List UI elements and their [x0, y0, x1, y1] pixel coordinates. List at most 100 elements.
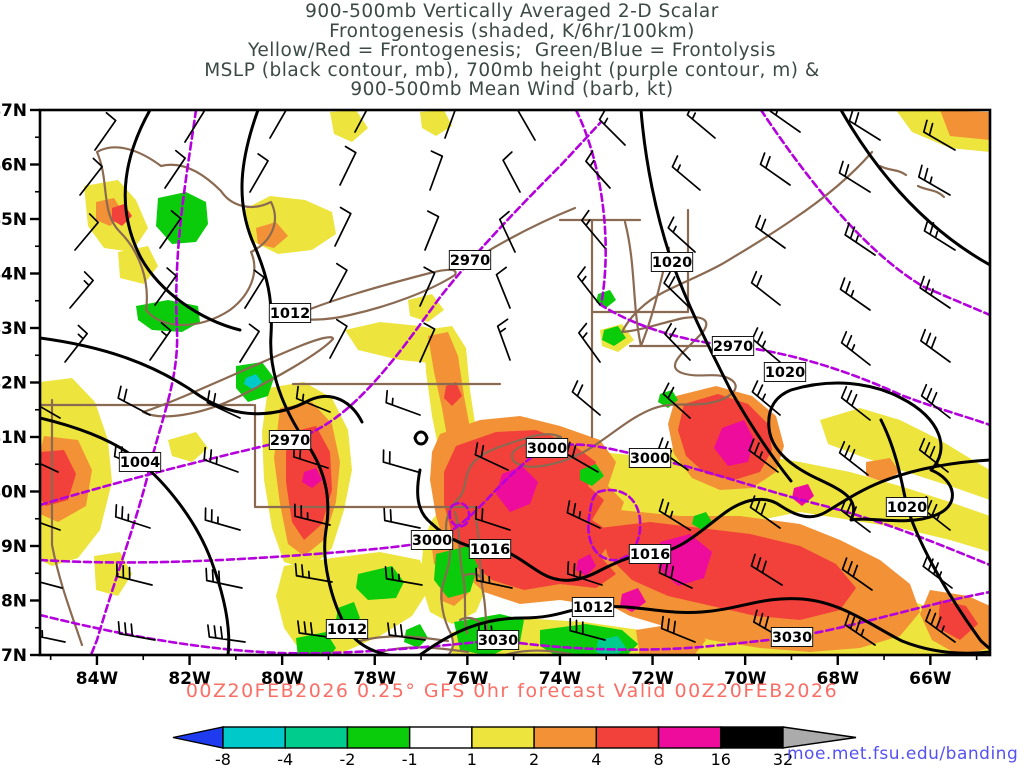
wind-barb: [244, 269, 265, 309]
watermark-link[interactable]: moe.met.fsu.edu/banding: [787, 744, 1019, 764]
colorbar-segment: [471, 726, 535, 749]
wind-barb: [750, 270, 781, 306]
colorbar-segment: [346, 726, 411, 749]
contour-label-box: [325, 619, 369, 639]
shading-patch: [330, 110, 368, 142]
mslp-contour: [639, 110, 793, 483]
wind-barb: [429, 150, 444, 191]
contour-label: 1012: [327, 622, 367, 638]
wind-barb: [249, 153, 269, 193]
mslp-contour: [123, 110, 242, 332]
shading-patch: [866, 458, 900, 482]
wind-barb: [920, 328, 951, 363]
height-contour: [40, 120, 603, 507]
contour-label-box: [468, 539, 512, 559]
wind-barb: [660, 615, 696, 643]
contour-label: 2970: [713, 339, 753, 355]
shading-patch: [156, 192, 208, 244]
wind-barb: [382, 449, 419, 473]
colorbar-tick-label: -1: [402, 750, 418, 768]
contour-label: 3030: [772, 630, 812, 646]
wind-barb: [329, 262, 348, 303]
contour-label-box: [476, 630, 520, 650]
colorbar-tick-label: 16: [711, 750, 731, 768]
wind-barb: [581, 209, 606, 249]
title-line-2: Frontogenesis (shaded, K/6hr/100km): [329, 20, 695, 42]
wind-barb: [598, 110, 626, 146]
lon-axis-label: 74W: [539, 669, 582, 689]
lat-axis-label: 37N: [0, 646, 27, 666]
colorbar: -8 -4 -2 -1 1 2 4 8 16 32: [172, 726, 857, 768]
wind-barb: [206, 390, 241, 419]
wind-barb: [841, 557, 873, 591]
wind-barb: [154, 267, 178, 306]
shading-patch: [404, 624, 428, 648]
wind-barb: [387, 622, 426, 641]
shading-patch: [243, 196, 336, 254]
wind-barb: [577, 322, 601, 363]
mslp-contour: [40, 416, 231, 655]
lon-axis-label: 78W: [354, 669, 397, 689]
height-contour: [759, 110, 990, 317]
wind-barb: [918, 437, 949, 473]
lat-axis-label: 40N: [0, 483, 27, 503]
lon-axis-label: 84W: [76, 669, 119, 689]
wind-barb: [383, 507, 421, 529]
wind-barb: [424, 210, 440, 251]
lon-axis-label: 76W: [446, 669, 489, 689]
geography-outline: [141, 336, 335, 418]
wind-barb: [64, 324, 89, 363]
contour-label-box: [763, 362, 807, 382]
colorbar-segment: [533, 726, 598, 749]
height-contour: [89, 110, 198, 655]
wind-barb: [751, 380, 781, 416]
wind-barb: [502, 151, 521, 193]
height-contour: [448, 501, 471, 528]
wind-barb: [339, 145, 357, 186]
shading-patch: [576, 554, 596, 576]
contour-label-box: [448, 250, 492, 270]
height-contour: [40, 443, 990, 567]
colorbar-tick-label: 8: [653, 750, 663, 768]
contour-label-box: [410, 530, 454, 550]
colorbar-segment: [284, 726, 349, 749]
colorbar-segment: [720, 726, 784, 749]
wind-barb: [94, 111, 117, 151]
shading-patch: [580, 464, 604, 486]
wind-barb: [662, 382, 691, 419]
contour-label: 1020: [765, 365, 805, 381]
wind-barb: [671, 155, 701, 191]
shading-patch: [420, 110, 452, 136]
lat-axis-label: 47N: [0, 101, 27, 121]
wind-barb: [40, 629, 66, 643]
contour-label-box: [525, 438, 569, 458]
wind-barb: [752, 609, 786, 641]
wind-barb: [117, 385, 151, 416]
colorbar-tick-label: 32: [773, 750, 793, 768]
wind-barb: [294, 503, 331, 526]
geography-outline: [291, 268, 457, 321]
wind-barb: [74, 213, 99, 251]
contour-label: 1012: [270, 306, 310, 322]
shading-patch: [40, 450, 76, 506]
wind-barb: [475, 567, 513, 589]
contour-label: 3030: [478, 633, 518, 649]
wind-barb: [40, 574, 63, 589]
wind-barb: [204, 507, 241, 531]
wind-barb: [40, 405, 61, 419]
wind-barb: [769, 110, 801, 133]
contour-label: 1016: [630, 547, 670, 563]
shading-patch: [302, 468, 322, 488]
wind-barb: [444, 110, 457, 139]
contour-label: 3000: [630, 451, 670, 467]
wind-barb: [566, 500, 601, 529]
colorbar-segment: [595, 726, 660, 749]
lon-axis-label: 72W: [631, 669, 674, 689]
wind-barb: [576, 266, 601, 306]
wind-barb: [474, 442, 509, 471]
lat-axis-label: 43N: [0, 319, 27, 339]
title-line-5: 900-500mb Mean Wind (barb, kt): [350, 79, 674, 100]
wind-barb: [585, 150, 611, 189]
colorbar-right-arrow: [782, 726, 857, 749]
lon-axis-label: 70W: [724, 669, 767, 689]
